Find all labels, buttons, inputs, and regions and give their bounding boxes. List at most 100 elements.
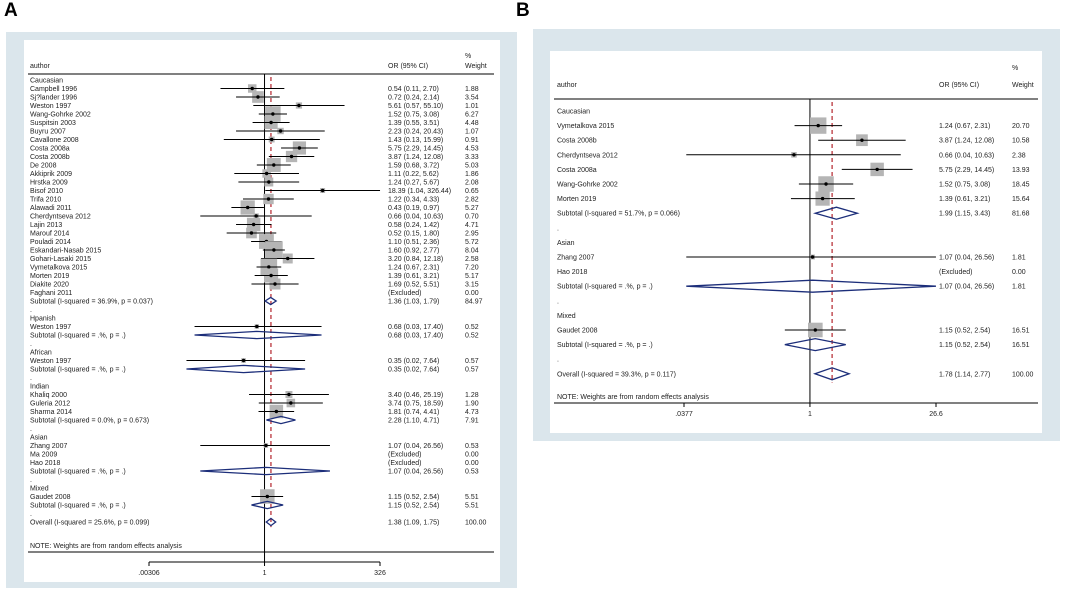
overall-label: Overall (I-squared = 25.6%, p = 0.099): [30, 519, 149, 526]
study-label: Sj?lander 1996: [30, 94, 77, 101]
subtotal-label: Subtotal (I-squared = 0.0%, p = 0.673): [30, 417, 149, 424]
weight-value: 5.72: [465, 239, 479, 246]
study-label: Weston 1997: [30, 358, 71, 365]
point-estimate: [245, 205, 250, 210]
x-tick-label: .00306: [138, 570, 160, 577]
or-ci-value: 0.66 (0.04, 10.63): [388, 213, 443, 220]
subtotal-label: Subtotal (I-squared = 51.7%, p = 0.066): [557, 211, 680, 218]
or-ci-value: 0.66 (0.04, 10.63): [939, 152, 994, 159]
weight-value: 8.04: [465, 247, 479, 254]
or-ci-value: 5.75 (2.29, 14.45): [939, 167, 994, 174]
footnote: NOTE: Weights are from random effects an…: [30, 543, 182, 550]
subtotal-label: Subtotal (I-squared = .%, p = .): [557, 342, 653, 349]
subtotal-label: Subtotal (I-squared = .%, p = .): [557, 284, 653, 291]
point-estimate: [255, 324, 259, 329]
weight-value: 0.00: [465, 460, 479, 467]
study-label: Costa 2008a: [557, 167, 597, 174]
or-ci-value: 1.39 (0.55, 3.51): [388, 120, 439, 127]
or-ci-value: (Excluded): [388, 451, 421, 458]
x-tick-label: 326: [374, 570, 386, 577]
study-label: Wang-Gohrke 2002: [30, 111, 91, 118]
weight-value: 3.54: [465, 94, 479, 101]
study-label: Hrstka 2009: [30, 179, 68, 186]
x-tick-label: .0377: [675, 411, 693, 418]
study-label: Trifa 2010: [30, 196, 61, 203]
or-ci-value: 1.78 (1.14, 2.77): [939, 371, 990, 378]
or-ci-value: 0.68 (0.03, 17.40): [388, 324, 443, 331]
x-tick-label: 1: [808, 411, 812, 418]
study-label: Gaudet 2008: [30, 494, 71, 501]
weight-value: 7.20: [465, 264, 479, 271]
study-label: Marouf 2014: [30, 230, 69, 237]
point-estimate: [286, 256, 290, 261]
header-percent: %: [465, 53, 471, 60]
or-ci-value: 1.52 (0.75, 3.08): [939, 181, 990, 188]
weight-value: 15.64: [1012, 196, 1030, 203]
or-ci-value: 1.81 (0.74, 4.41): [388, 409, 439, 416]
point-estimate: [264, 443, 268, 448]
subgroup-label: Asian: [557, 240, 575, 247]
point-estimate: [875, 167, 879, 172]
study-label: Khaliq 2000: [30, 392, 67, 399]
or-ci-value: 1.99 (1.15, 3.43): [939, 211, 990, 218]
subgroup-label: Hpanish: [30, 315, 56, 322]
subgroup-label: Caucasian: [30, 77, 63, 84]
or-ci-value: 0.35 (0.02, 7.64): [388, 366, 439, 373]
point-estimate: [267, 180, 271, 184]
point-estimate: [297, 103, 301, 108]
group-separator: .: [30, 307, 32, 314]
point-estimate: [274, 409, 279, 414]
or-ci-value: 0.58 (0.24, 1.42): [388, 222, 439, 229]
study-label: Ma 2009: [30, 451, 57, 458]
study-label: Vymetalkova 2015: [30, 264, 87, 271]
weight-value: 2.82: [465, 196, 479, 203]
study-label: Hao 2018: [557, 269, 587, 276]
study-label: Cherdyntseva 2012: [557, 152, 618, 159]
or-ci-value: 1.15 (0.52, 2.54): [939, 327, 990, 334]
weight-value: 100.00: [465, 519, 487, 526]
point-estimate: [250, 86, 254, 91]
weight-value: 5.51: [465, 502, 479, 509]
subtotal-diamond: [812, 206, 860, 220]
study-label: Alawadi 2011: [30, 205, 72, 212]
weight-value: 0.57: [465, 358, 479, 365]
weight-value: 5.27: [465, 205, 479, 212]
study-label: Costa 2008b: [30, 154, 70, 161]
study-label: Akkiprik 2009: [30, 171, 72, 178]
study-label: Suspitsin 2003: [30, 120, 76, 127]
study-label: Wang-Gohrke 2002: [557, 181, 618, 188]
point-estimate: [289, 154, 294, 159]
overall-diamond: [265, 517, 277, 527]
or-ci-value: 1.39 (0.61, 3.21): [388, 273, 439, 280]
study-label: Costa 2008a: [30, 145, 70, 152]
or-ci-value: 0.35 (0.02, 7.64): [388, 358, 439, 365]
point-estimate: [272, 163, 276, 167]
group-separator: .: [30, 341, 32, 348]
weight-value: 18.45: [1012, 181, 1030, 188]
subgroup-label: African: [30, 349, 52, 356]
weight-value: 0.00: [465, 451, 479, 458]
point-estimate: [278, 129, 283, 133]
or-ci-value: 3.40 (0.46, 25.19): [388, 392, 443, 399]
point-estimate: [272, 248, 276, 252]
group-separator: .: [557, 225, 559, 232]
point-estimate: [264, 171, 269, 176]
or-ci-value: 18.39 (1.04, 326.44): [388, 188, 451, 195]
or-ci-value: (Excluded): [388, 460, 421, 467]
header-percent: %: [1012, 65, 1018, 72]
point-estimate: [297, 146, 302, 150]
point-estimate: [265, 494, 270, 499]
header-weight: Weight: [465, 63, 487, 70]
group-separator: .: [30, 477, 32, 484]
subgroup-label: Asian: [30, 434, 48, 441]
or-ci-value: 1.59 (0.68, 3.72): [388, 162, 439, 169]
weight-value: 2.95: [465, 230, 479, 237]
weight-value: 6.27: [465, 111, 479, 118]
subgroup-label: Indian: [30, 383, 49, 390]
study-label: Pouladi 2014: [30, 239, 71, 246]
point-estimate: [266, 197, 271, 201]
weight-value: 0.65: [465, 188, 479, 195]
study-label: Campbell 1996: [30, 86, 77, 93]
or-ci-value: 2.23 (0.24, 20.43): [388, 128, 443, 135]
weight-value: 1.90: [465, 400, 479, 407]
